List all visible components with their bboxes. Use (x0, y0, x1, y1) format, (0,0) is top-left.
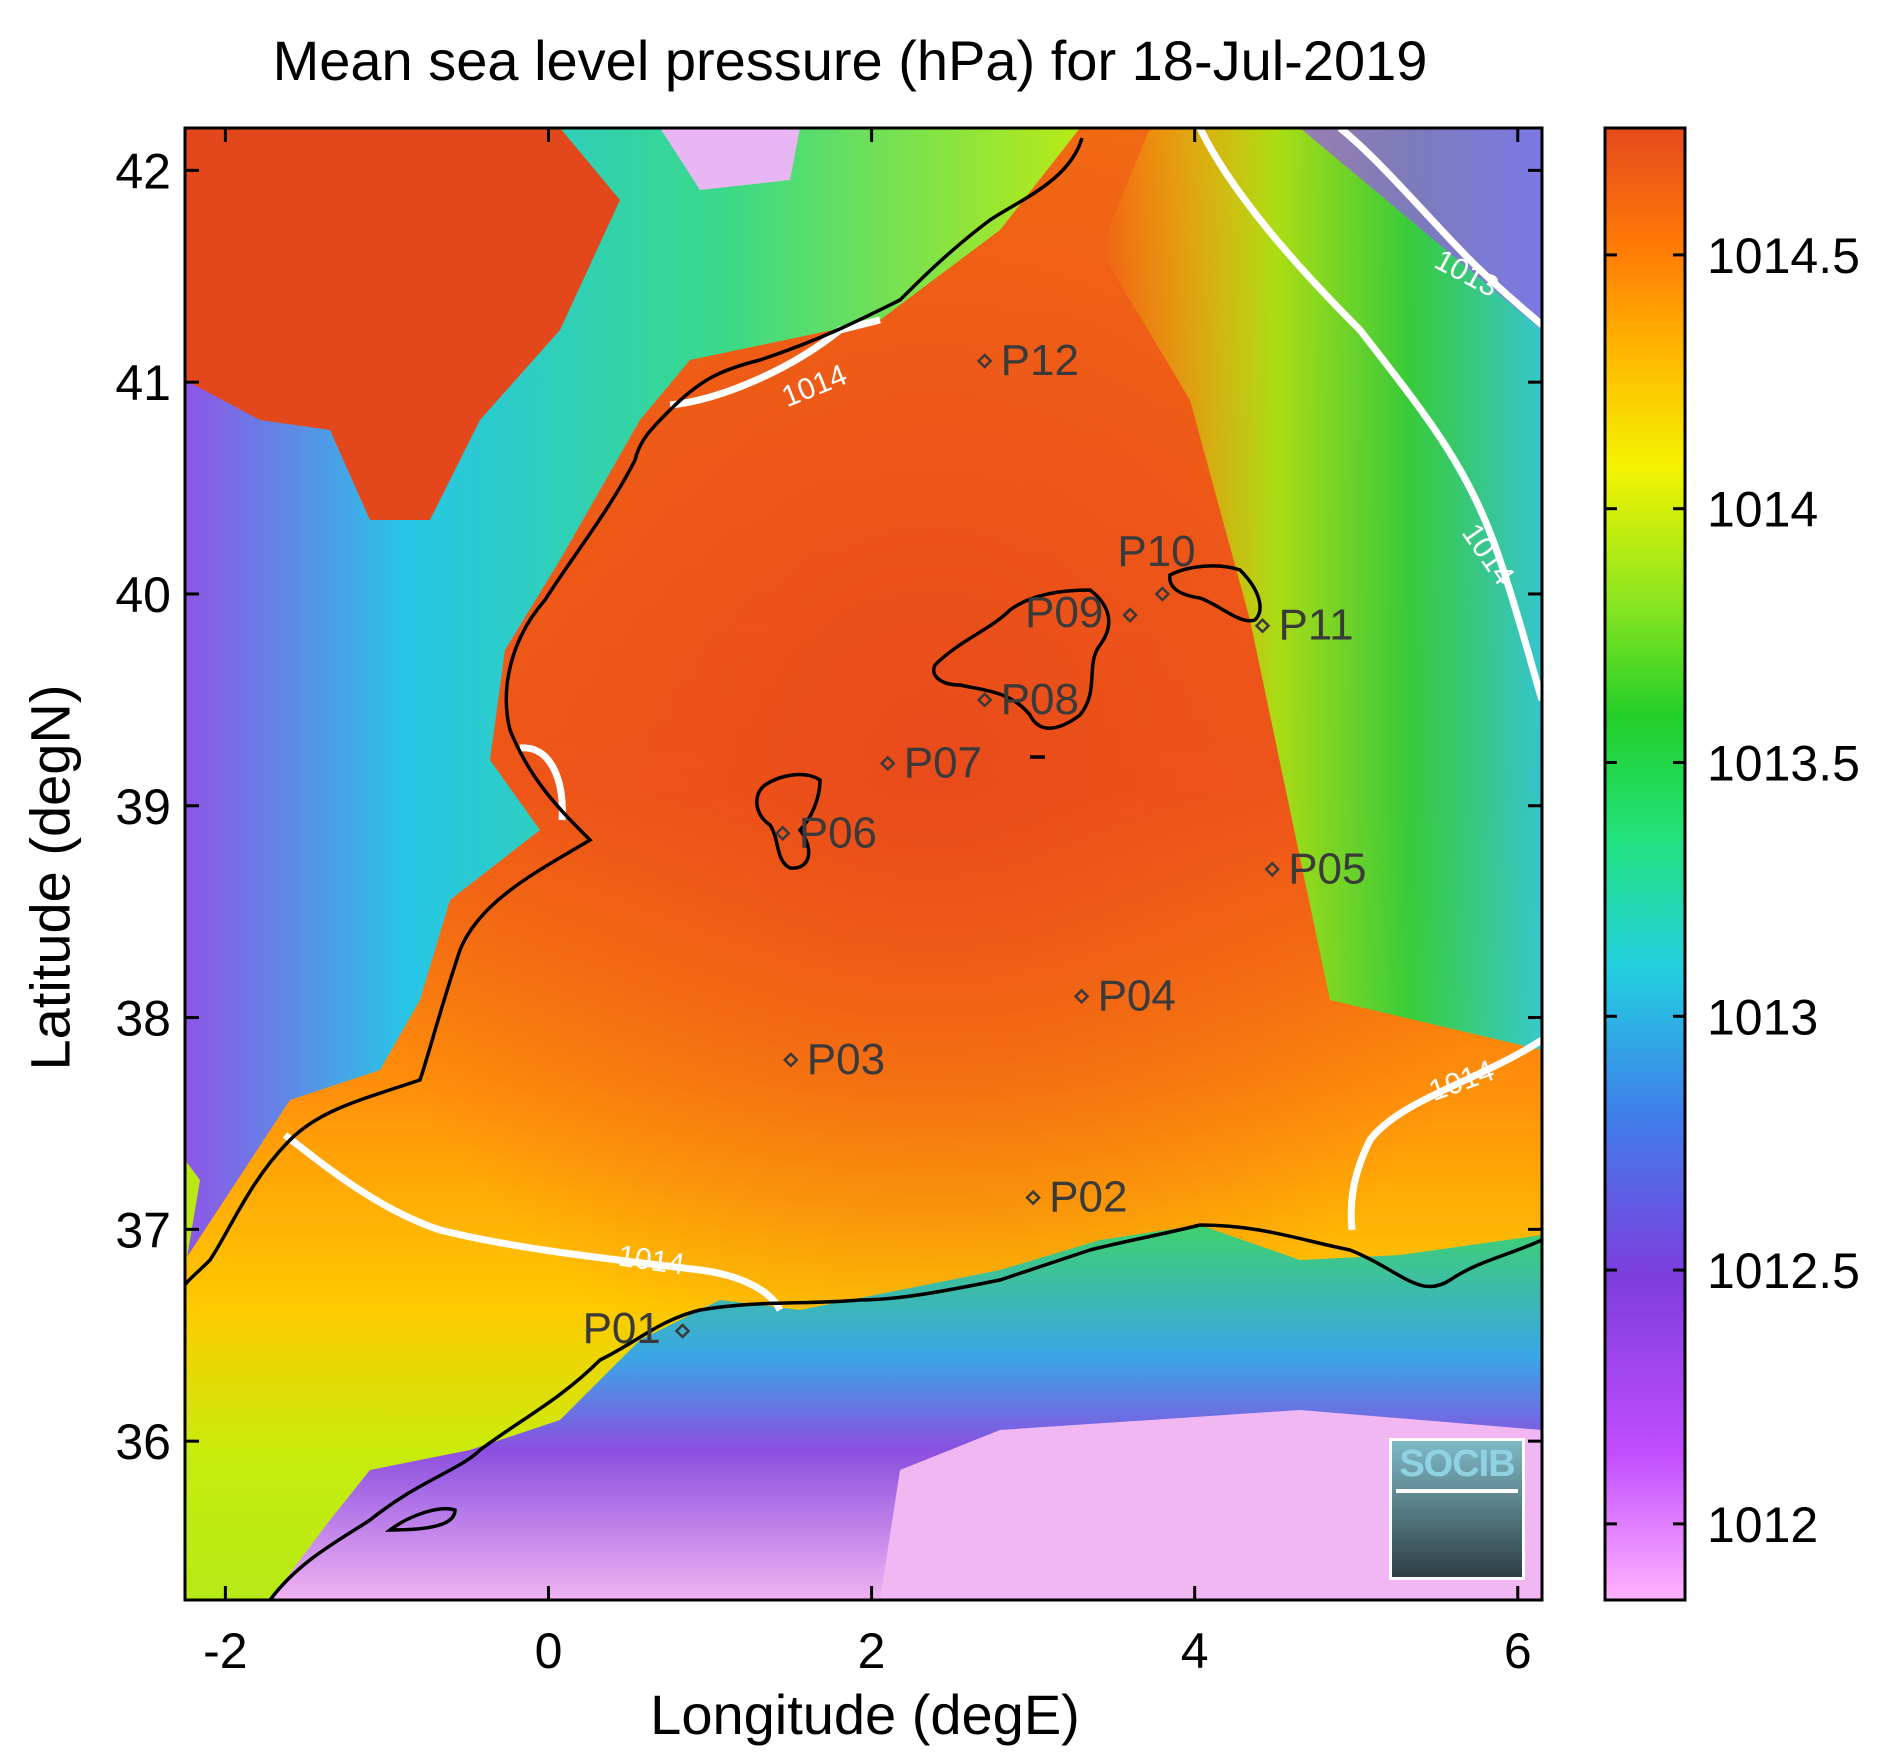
x-tick-label: 0 (535, 1623, 563, 1679)
station-p10[interactable]: P10 (1117, 527, 1196, 602)
colorbar-tick-label: 1013 (1707, 989, 1818, 1045)
station-label: P09 (1025, 588, 1103, 637)
alboran-island (384, 1507, 457, 1532)
station-p11[interactable]: P11 (1254, 601, 1354, 650)
pyrenees-low-field (660, 128, 800, 190)
logo-wave (1396, 1489, 1518, 1493)
logo-text: SOCIB (1399, 1443, 1515, 1485)
x-axis-label: Longitude (degE) (650, 1683, 1080, 1746)
atlas-low-field (880, 1410, 1542, 1600)
station-p08[interactable]: P08 (976, 675, 1079, 724)
x-tick-label: 2 (858, 1623, 886, 1679)
station-p01[interactable]: P01 (583, 1304, 691, 1353)
x-axis-ticks: -2 0 2 4 6 (203, 128, 1532, 1679)
y-tick-label: 41 (115, 355, 171, 411)
station-label: P06 (799, 808, 877, 857)
station-p07[interactable]: P07 (879, 738, 982, 787)
x-tick-label: 4 (1181, 1623, 1209, 1679)
colorbar-tick-label: 1013.5 (1707, 735, 1860, 791)
colorbar-tick-label: 1012.5 (1707, 1243, 1860, 1299)
contour-lines (282, 128, 1542, 1312)
x-tick-label: -2 (203, 1623, 247, 1679)
station-label: P10 (1117, 527, 1195, 576)
colorbar-tick-label: 1014 (1707, 482, 1818, 538)
station-label: P11 (1279, 601, 1354, 650)
contour-1013 (1337, 128, 1542, 328)
station-label: P05 (1288, 844, 1366, 893)
station-label: P01 (583, 1304, 661, 1353)
socib-logo: SOCIB (1389, 1438, 1525, 1580)
station-p04[interactable]: P04 (1073, 971, 1176, 1020)
station-marker-icon (1073, 988, 1090, 1005)
y-tick-label: 36 (115, 1414, 171, 1470)
contour-1014-southeast (1347, 1037, 1542, 1231)
station-marker-icon (1254, 617, 1271, 634)
station-marker-icon (879, 755, 896, 772)
y-tick-label: 39 (115, 779, 171, 835)
plot-frame (183, 126, 1544, 1602)
coastlines (185, 137, 1542, 1600)
iberia-coastline (185, 137, 1084, 1286)
station-p09[interactable]: P09 (1025, 588, 1138, 637)
station-marker-icon (1025, 1189, 1041, 1206)
colorbar (1603, 126, 1687, 1602)
x-tick-label: 6 (1504, 1623, 1532, 1679)
station-marker-icon (1122, 607, 1138, 623)
y-tick-label: 38 (115, 991, 171, 1047)
northeast-low-field (1300, 128, 1542, 330)
contour-1014-north (669, 316, 881, 409)
colorbar-ticks: 1012 1012.5 1013 1013.5 1014 1014.5 (1605, 228, 1860, 1553)
colorbar-tick-label: 1014.5 (1707, 228, 1860, 284)
station-p12[interactable]: P12 (976, 336, 1079, 385)
station-label: P08 (1001, 675, 1079, 724)
station-label: P02 (1049, 1173, 1127, 1222)
map-title: Mean sea level pressure (hPa) for 18-Jul… (272, 29, 1428, 92)
y-tick-label: 42 (115, 143, 171, 199)
contour-1014-east (1196, 128, 1542, 702)
pressure-field (185, 128, 1542, 1600)
y-tick-label: 40 (115, 567, 171, 623)
east-gradient-field (1100, 128, 1542, 1050)
station-p05[interactable]: P05 (1264, 844, 1367, 893)
station-marker-icon (1154, 586, 1171, 602)
y-tick-label: 37 (115, 1202, 171, 1258)
contour-1014-coast (519, 744, 566, 821)
station-label: P03 (807, 1035, 885, 1084)
station-marker-icon (674, 1323, 691, 1339)
station-label: P04 (1098, 971, 1176, 1020)
station-p03[interactable]: P03 (783, 1035, 885, 1084)
station-marker-icon (783, 1052, 799, 1068)
ibiza-island (755, 772, 822, 870)
interior-high-field (185, 128, 620, 520)
station-marker-icon (976, 692, 993, 708)
station-markers: P01 P02 P03 P04 P05 P06 P07 P08 P09 P10 P11 P12 (583, 336, 1367, 1353)
station-marker-icon (1264, 861, 1280, 878)
contour-1014-south (282, 1132, 784, 1312)
colorbar-tick-label: 1012 (1707, 1497, 1818, 1553)
station-marker-icon (774, 825, 791, 842)
mallorca-island (932, 588, 1111, 730)
station-p06[interactable]: P06 (774, 808, 877, 857)
menorca-island (1168, 564, 1262, 623)
africa-coastline (268, 1223, 1542, 1600)
y-axis-ticks: 36 37 38 39 40 41 42 (115, 143, 1542, 1470)
station-p02[interactable]: P02 (1025, 1173, 1127, 1222)
station-label: P07 (904, 738, 982, 787)
station-label: P12 (1001, 336, 1079, 385)
station-marker-icon (976, 353, 993, 369)
